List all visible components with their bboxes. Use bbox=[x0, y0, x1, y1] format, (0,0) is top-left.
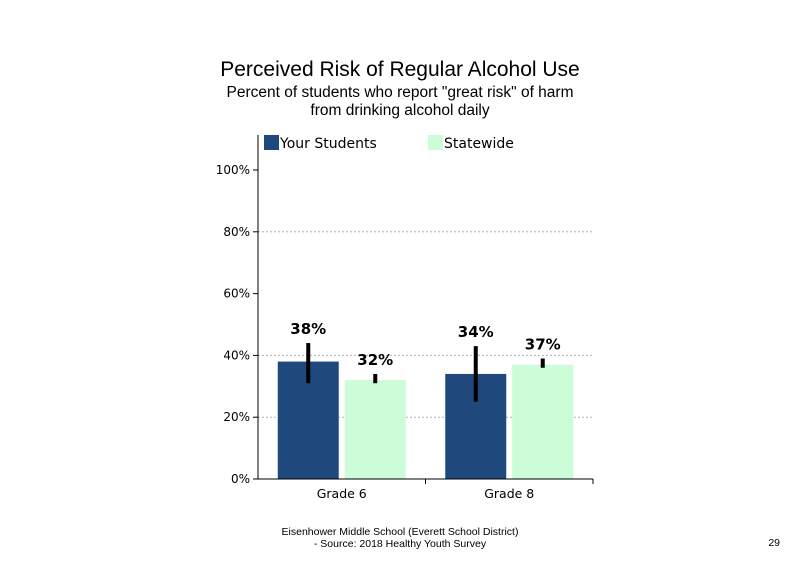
legend-swatch bbox=[428, 135, 443, 150]
y-tick-label: 40% bbox=[223, 348, 250, 362]
x-tick-label: Grade 6 bbox=[317, 486, 367, 501]
data-label: 34% bbox=[458, 323, 494, 341]
chart-subtitle: Percent of students who report "great ri… bbox=[0, 84, 800, 120]
bar bbox=[344, 380, 406, 479]
footer-school: Eisenhower Middle School (Everett School… bbox=[281, 526, 519, 538]
bar bbox=[512, 364, 574, 479]
legend-swatch bbox=[264, 135, 279, 150]
page-number: 29 bbox=[768, 537, 780, 549]
legend-label: Statewide bbox=[444, 136, 514, 152]
y-tick-label: 0% bbox=[231, 472, 250, 486]
data-labels: 38% 32% 34% 37% bbox=[290, 320, 560, 369]
y-tick-label: 60% bbox=[223, 287, 250, 301]
data-label: 37% bbox=[525, 335, 561, 353]
legend: Your Students Statewide bbox=[264, 135, 514, 152]
y-tick-label: 20% bbox=[223, 410, 250, 424]
subtitle-line-2: from drinking alcohol daily bbox=[310, 102, 490, 119]
legend-label: Your Students bbox=[279, 136, 377, 152]
y-tick-label: 100% bbox=[216, 163, 250, 177]
y-tick-label: 80% bbox=[223, 225, 250, 239]
axes: 0% 20% 40% 60% 80% 100% Grade 6 Grade 8 bbox=[216, 135, 594, 501]
chart-title: Perceived Risk of Regular Alcohol Use bbox=[220, 58, 580, 81]
footer-source: - Source: 2018 Healthy Youth Survey bbox=[313, 538, 487, 550]
bars bbox=[277, 343, 574, 479]
x-tick-label: Grade 8 bbox=[484, 486, 534, 501]
data-label: 32% bbox=[357, 351, 393, 369]
footer: Eisenhower Middle School (Everett School… bbox=[250, 526, 550, 550]
data-label: 38% bbox=[290, 320, 326, 338]
subtitle-line-1: Percent of students who report "great ri… bbox=[226, 84, 574, 101]
